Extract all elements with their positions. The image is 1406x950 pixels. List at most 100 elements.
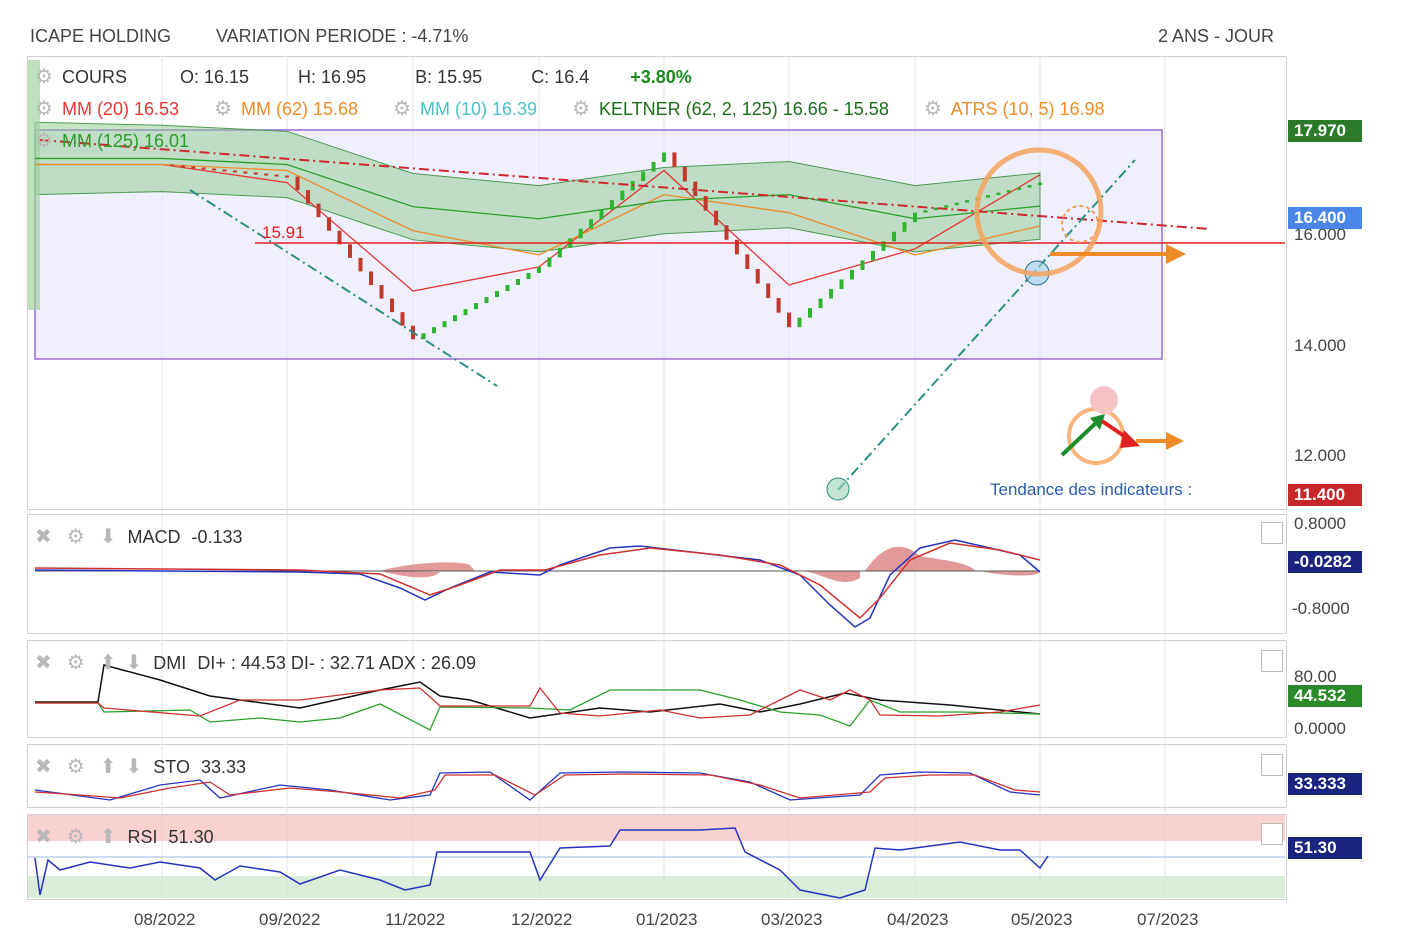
candle	[516, 278, 520, 286]
gear-icon[interactable]: ⚙	[35, 66, 53, 88]
y-tick: 14.000	[1294, 336, 1346, 355]
open-value: O: 16.15	[179, 67, 250, 87]
arrow-down-icon[interactable]: ⬇	[99, 526, 117, 548]
macd-checkbox[interactable]	[1261, 522, 1283, 544]
candle	[526, 272, 531, 279]
candle	[484, 297, 489, 304]
candle	[818, 298, 823, 309]
candle	[264, 173, 269, 176]
x-tick: 12/2022	[511, 910, 573, 929]
y-tick: 12.000	[1294, 446, 1346, 465]
x-tick: 05/2023	[1011, 910, 1073, 929]
rsi-legend: ✖ ⚙ ⬆ RSI 51.30	[35, 824, 214, 849]
dmi-panel	[27, 640, 1287, 738]
rsi-value: 51.30	[168, 827, 214, 847]
candle	[463, 309, 468, 316]
close-value: C: 16.4	[531, 67, 590, 87]
candle	[180, 165, 185, 168]
macd-label: MACD	[127, 527, 181, 547]
macd-y-tick: 0.8000	[1294, 514, 1346, 533]
series-line-3	[35, 157, 1041, 220]
candle	[274, 174, 279, 177]
dmi-legend: ✖ ⚙ ⬆ ⬇ DMI DI+ : 44.53 DI- : 32.71 ADX …	[35, 650, 476, 675]
atrs-legend: ATRS (10, 5) 16.98	[950, 99, 1105, 119]
candle	[902, 222, 907, 232]
close-icon[interactable]: ✖	[35, 826, 52, 848]
x-tick: 11/2022	[385, 910, 446, 929]
y-tick: 16.000	[1294, 225, 1346, 244]
gear-icon[interactable]: ⚙	[66, 756, 85, 778]
macd-panel	[27, 514, 1287, 634]
dmi-checkbox[interactable]	[1261, 650, 1283, 672]
adx-line	[35, 664, 1041, 719]
candle	[693, 181, 698, 197]
candle	[285, 175, 289, 178]
rsi-label: RSI	[127, 827, 158, 847]
period-variation: VARIATION PERIODE : -4.71%	[216, 26, 469, 46]
candle	[1006, 190, 1011, 193]
gear-icon[interactable]: ⚙	[66, 526, 85, 548]
forecast-arrow-icon	[1050, 244, 1186, 264]
candle	[537, 266, 541, 273]
close-icon[interactable]: ✖	[35, 756, 52, 778]
candle	[243, 171, 248, 174]
candle	[944, 205, 949, 208]
candle	[442, 321, 447, 328]
x-tick: 09/2022	[259, 910, 321, 929]
candle	[327, 217, 331, 231]
candle	[212, 168, 217, 171]
candle	[703, 196, 708, 211]
mm62-legend: MM (62) 15.68	[240, 99, 359, 119]
candle	[965, 200, 970, 203]
candle	[892, 231, 896, 242]
down-trendline	[189, 189, 498, 387]
series-line-1	[35, 163, 1041, 292]
rsi-oversold-zone	[28, 876, 1285, 898]
arrow-up-icon[interactable]: ⬆	[99, 756, 117, 778]
close-icon[interactable]: ✖	[35, 526, 52, 548]
candle	[672, 152, 677, 167]
gear-icon[interactable]: ⚙	[572, 98, 590, 120]
dmi-tag: 44.532	[1288, 685, 1362, 707]
gear-icon[interactable]: ⚙	[214, 98, 232, 120]
rsi-checkbox[interactable]	[1261, 823, 1283, 845]
macd-histogram	[380, 562, 480, 578]
arrow-up-icon[interactable]: ⬆	[99, 652, 117, 674]
candle	[954, 202, 959, 206]
mm10-legend: MM (10) 16.39	[419, 99, 538, 119]
close-icon[interactable]: ✖	[35, 652, 52, 674]
candle	[453, 315, 457, 322]
candle	[860, 260, 865, 270]
series-line-2	[35, 163, 1041, 256]
candle	[609, 200, 614, 210]
last-price-tag: 16.400	[1288, 207, 1362, 229]
candle	[714, 210, 719, 226]
candle	[682, 166, 687, 182]
stock-title: ICAPE HOLDING	[30, 26, 172, 46]
arrow-down-icon[interactable]: ⬇	[125, 652, 143, 674]
candle	[620, 190, 625, 201]
gear-icon[interactable]: ⚙	[66, 652, 85, 674]
candle	[578, 228, 583, 239]
sto-checkbox[interactable]	[1261, 754, 1283, 776]
gear-icon[interactable]: ⚙	[66, 826, 85, 848]
candle	[913, 212, 917, 223]
gear-icon[interactable]: ⚙	[923, 98, 942, 120]
candle	[724, 225, 729, 240]
period-selector[interactable]: 2 ANS - JOUR	[1158, 26, 1275, 46]
candle	[797, 317, 802, 328]
up-trendline	[837, 159, 1136, 491]
gear-icon[interactable]: ⚙	[35, 130, 53, 152]
dmi-label: DMI	[153, 653, 187, 673]
candle	[337, 230, 342, 245]
low-marker	[826, 477, 850, 501]
arrow-down-icon[interactable]: ⬇	[125, 756, 143, 778]
candle	[850, 269, 854, 280]
gear-icon[interactable]: ⚙	[35, 98, 53, 120]
trend-indicator-icon	[1060, 386, 1184, 465]
sto-label: STO	[153, 757, 190, 777]
gear-icon[interactable]: ⚙	[393, 98, 411, 120]
di-plus-line	[35, 689, 1041, 731]
arrow-up-icon[interactable]: ⬆	[99, 826, 117, 848]
sto-d	[34, 773, 1041, 799]
